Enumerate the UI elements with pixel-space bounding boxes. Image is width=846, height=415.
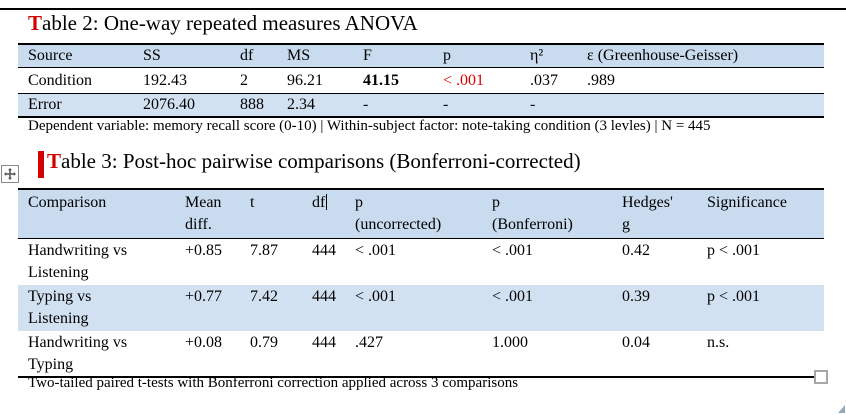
cell-t: 7.87 [250,238,312,285]
change-bar [38,151,44,178]
cell-hedges-g: 0.04 [622,331,707,378]
cell-p-uncorrected: < .001 [355,285,492,331]
col-hedges-g: Hedges' g [622,188,707,239]
table-row: Typing vs Listening +0.77 7.42 444 < .00… [18,285,824,331]
cell-comparison: Typing vs Listening [18,285,185,331]
top-divider [0,8,846,10]
col-p-uncorrected: p (uncorrected) [355,188,492,239]
col-df: df [312,188,355,239]
col-ss: SS [143,43,240,68]
cell-epsilon: .989 [587,67,824,94]
col-t: t [250,188,312,239]
cell-p-bonferroni: < .001 [492,238,622,285]
cell-mean-diff: +0.77 [185,285,250,331]
cell-p-uncorrected: .427 [355,331,492,378]
cell-df: 2 [240,67,287,94]
cell-t: 0.79 [250,331,312,378]
cell-eta-squared: .037 [530,67,587,94]
col-mean-diff: Mean diff. [185,188,250,239]
col-significance: Significance [707,188,824,239]
cell-source: Error [18,93,143,118]
cell-f: - [363,93,443,118]
cell-p: < .001 [443,67,530,94]
table-row: Handwriting vs Listening +0.85 7.87 444 … [18,238,824,285]
cell-ms: 96.21 [287,67,363,94]
col-p-bonferroni: p (Bonferroni) [492,188,622,239]
cell-df: 888 [240,93,287,118]
cell-mean-diff: +0.08 [185,331,250,378]
cell-df: 444 [312,238,355,285]
posthoc-table: Comparison Mean diff. t df p (uncorrecte… [18,188,824,378]
cell-hedges-g: 0.42 [622,238,707,285]
cell-comparison: Handwriting vs Listening [18,238,185,285]
col-eta-squared: η² [530,43,587,68]
cell-df: 444 [312,285,355,331]
cell-f: 41.15 [363,67,443,94]
table2-title: Table 2: One-way repeated measures ANOVA [28,10,418,36]
cursor-artifact [838,405,845,413]
anova-header-row: Source SS df MS F p η² ε (Greenhouse-Gei… [18,43,824,68]
table3-footnote: Two-tailed paired t-tests with Bonferron… [28,375,519,391]
title-initial: T [28,11,43,35]
cell-t: 7.42 [250,285,312,331]
cell-comparison: Handwriting vs Typing [18,331,185,378]
cell-hedges-g: 0.39 [622,285,707,331]
cell-significance: n.s. [707,331,824,378]
cell-p-bonferroni: 1.000 [492,331,622,378]
col-comparison: Comparison [18,188,185,239]
cell-p-bonferroni: < .001 [492,285,622,331]
cell-significance: p < .001 [707,285,824,331]
table-row: Condition 192.43 2 96.21 41.15 < .001 .0… [18,67,824,94]
title-initial: T [47,149,62,173]
anova-table: Source SS df MS F p η² ε (Greenhouse-Gei… [18,43,824,118]
col-df-label: df [312,194,326,211]
col-p: p [443,43,530,68]
cell-epsilon [587,93,824,118]
table3-title: Table 3: Post-hoc pairwise comparisons (… [47,148,581,174]
col-df: df [240,43,287,68]
table-row: Error 2076.40 888 2.34 - - - [18,93,824,118]
title-text: able 2: One-way repeated measures ANOVA [42,11,418,35]
cell-ss: 2076.40 [143,93,240,118]
table-row: Handwriting vs Typing +0.08 0.79 444 .42… [18,331,824,378]
table-resize-handle[interactable] [814,370,828,384]
cell-source: Condition [18,67,143,94]
cell-ss: 192.43 [143,67,240,94]
col-ms: MS [287,43,363,68]
table-move-handle[interactable] [1,165,19,183]
table2-footnote: Dependent variable: memory recall score … [28,118,711,134]
cell-p-uncorrected: < .001 [355,238,492,285]
cell-eta-squared: - [530,93,587,118]
col-source: Source [18,43,143,68]
posthoc-header-row: Comparison Mean diff. t df p (uncorrecte… [18,188,824,239]
text-cursor [326,194,328,210]
cell-df: 444 [312,331,355,378]
cell-significance: p < .001 [707,238,824,285]
col-epsilon: ε (Greenhouse-Geisser) [587,43,824,68]
cell-ms: 2.34 [287,93,363,118]
cell-mean-diff: +0.85 [185,238,250,285]
cell-p: - [443,93,530,118]
move-cross-icon [4,168,16,180]
title-text: able 3: Post-hoc pairwise comparisons (B… [61,149,581,173]
col-f: F [363,43,443,68]
